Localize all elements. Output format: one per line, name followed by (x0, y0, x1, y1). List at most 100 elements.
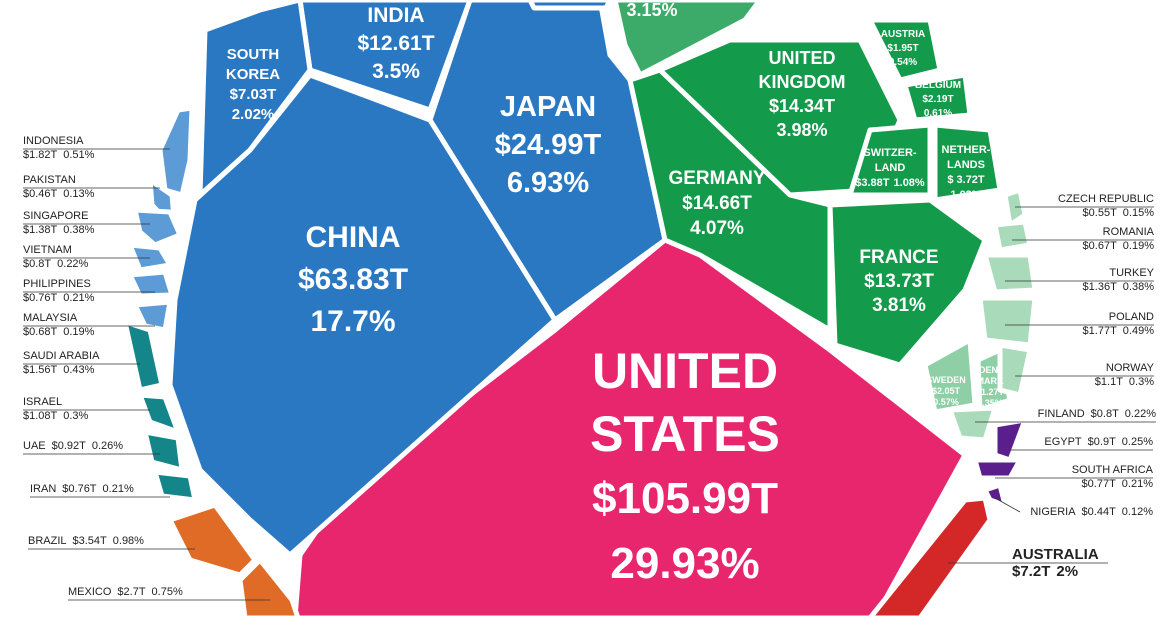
cell (982, 482, 1008, 508)
outside-label: BRAZIL $3.54T 0.98% (28, 534, 144, 548)
country-name: UNITED STATES (590, 343, 780, 462)
gdp-share: 0.98% (112, 535, 144, 547)
cell (237, 557, 301, 618)
cell-label: 3.15% (602, 0, 702, 22)
cell-label: GERMANY $14.66T 4.07% (657, 166, 777, 241)
value-row: $1.77T 0.49% (1083, 324, 1154, 338)
gdp-share: 0.57% (933, 397, 959, 407)
gdp-share: 29.93% (610, 539, 760, 588)
cell (157, 105, 195, 198)
outside-label: SAUDI ARABIA $1.56T 0.43% (23, 349, 99, 377)
country-name: SWITZER-LAND (863, 147, 917, 174)
cell (132, 207, 183, 248)
gdp-value: $24.99T (494, 129, 602, 161)
gdp-share: 0.54% (888, 57, 918, 68)
country-name: DEN-MARK (976, 365, 1004, 386)
cell (977, 295, 1038, 348)
country-name: INDONESIA (23, 135, 84, 147)
cell (527, 0, 613, 11)
cell (137, 392, 181, 435)
country-name: SINGAPORE (23, 210, 89, 222)
value-row: $1.36T 0.38% (1083, 280, 1154, 294)
value-row: $1.56T 0.43% (23, 363, 99, 377)
country-name: ROMANIA (1102, 226, 1154, 238)
outside-label: VIETNAM $0.8T 0.22% (23, 243, 88, 271)
country-name: NORWAY (1105, 362, 1154, 374)
outside-label: NORWAY $1.1T 0.3% (1095, 361, 1154, 389)
country-name: SWEDEN (926, 375, 966, 385)
cell-label: UNITED STATES $105.99T 29.93% (555, 340, 815, 596)
gdp-value: $12.61T (357, 32, 435, 55)
gdp-value: $1.38T (23, 224, 58, 236)
gdp-value: $1.08T (23, 410, 58, 422)
cell (657, 37, 903, 198)
cell (427, 0, 668, 323)
cell (992, 219, 1033, 253)
cell (947, 405, 998, 443)
country-name: MALAYSIA (23, 312, 78, 324)
outside-label: UAE $0.92T 0.26% (23, 439, 123, 453)
gdp-value: $14.34T (768, 96, 836, 116)
cell (142, 429, 185, 473)
cell (972, 457, 1023, 481)
gdp-share: 0.61% (923, 108, 953, 119)
gdp-value: $0.46T (23, 188, 58, 200)
cell-label: SWITZER-LAND $3.88T 1.08% (850, 146, 930, 191)
gdp-share: 17.7% (310, 305, 396, 338)
gdp-value: $3.54T (72, 535, 107, 547)
country-name: POLAND (1108, 311, 1154, 323)
gdp-share: 0.3% (1128, 376, 1154, 388)
outside-label: TURKEY $1.36T 0.38% (1083, 266, 1154, 294)
cell (827, 197, 988, 368)
value-row: $7.2T 2% (1012, 563, 1099, 580)
gdp-share: 0.22% (57, 258, 89, 270)
outside-label: POLAND $1.77T 0.49% (1083, 310, 1154, 338)
gdp-value: $1.1T (1094, 376, 1123, 388)
cell (982, 252, 1038, 295)
gdp-value: $1.82T (23, 149, 58, 161)
gdp-share: 0.19% (1122, 240, 1154, 252)
outside-label: ISRAEL $1.08T 0.3% (23, 395, 88, 423)
value-row: $0.55T 0.15% (1058, 206, 1154, 220)
gdp-value: $1.95T (887, 43, 919, 54)
cell (132, 299, 173, 333)
outside-label: SINGAPORE $1.38T 0.38% (23, 209, 94, 237)
gdp-share: 1.08% (893, 177, 925, 189)
country-name: PAKISTAN (23, 174, 76, 186)
gdp-share: 0.25% (1121, 436, 1153, 448)
gdp-share: 2% (1056, 563, 1079, 580)
gdp-value: $14.66T (682, 193, 752, 214)
cell (847, 122, 933, 198)
country-name: TURKEY (1109, 267, 1154, 279)
cell-label: CHINA $63.83T 17.7% (253, 217, 453, 343)
cell-label: 1.13% (532, 0, 612, 8)
country-name: ISRAEL (23, 396, 63, 408)
gdp-value: $3.88T (855, 177, 890, 189)
cell (127, 269, 175, 299)
cell (902, 72, 973, 123)
gdp-share: 0.35% (977, 398, 1003, 408)
gdp-share: 3.98% (776, 120, 828, 140)
gdp-share: 6.93% (506, 167, 590, 199)
cell-label: FRANCE $13.73T 3.81% (839, 246, 959, 318)
gdp-share: 0.21% (63, 292, 95, 304)
cell-label: DEN-MARK $1.27T 0.35% (972, 365, 1008, 409)
gdp-share: 0.15% (1122, 207, 1154, 219)
gdp-share: 0.3% (63, 410, 89, 422)
gdp-share: 0.12% (1121, 506, 1153, 518)
gdp-value: $1.77T (1082, 325, 1117, 337)
value-row: $0.68T 0.19% (23, 325, 94, 339)
country-name: SAUDI ARABIA (23, 350, 100, 362)
gdp-value: $63.83T (297, 263, 409, 296)
outside-label: NIGERIA $0.44T 0.12% (1030, 505, 1153, 519)
gdp-share: 0.13% (63, 188, 95, 200)
gdp-share: 0.51% (63, 149, 95, 161)
country-name: SOUTH KOREA (225, 46, 281, 83)
outside-label: CZECH REPUBLIC $0.55T 0.15% (1058, 192, 1154, 220)
country-name: UAE (23, 440, 46, 452)
country-name: VIETNAM (23, 244, 72, 256)
country-name: CHINA (305, 221, 401, 254)
gdp-share: 3.5% (372, 60, 420, 83)
